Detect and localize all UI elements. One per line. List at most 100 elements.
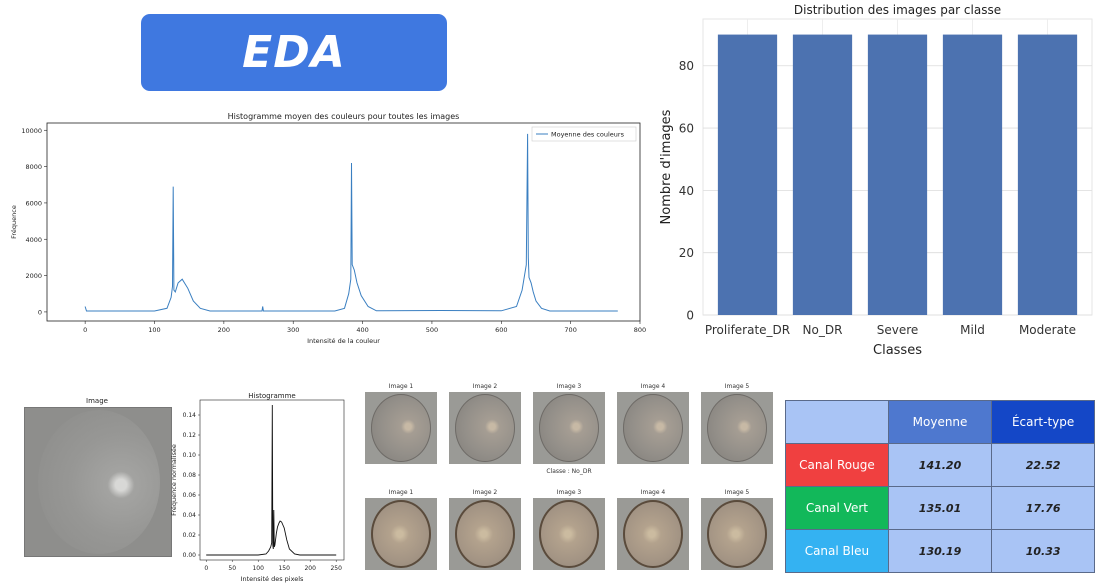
y-tick-label: 2000 <box>25 272 42 280</box>
sample-caption: Image 2 <box>472 489 498 496</box>
pixel-intensity-histogram: Histogramme 0 50 100 150 200 250 0.00 0.02 0.04 0.… <box>170 392 345 583</box>
x-tick-label: 200 <box>218 326 230 334</box>
sample-caption: Image 2 <box>472 383 498 390</box>
retina-disc <box>539 500 599 568</box>
eda-banner: EDA <box>141 14 447 91</box>
x-axis-label: Classes <box>873 343 922 358</box>
header-empty <box>785 400 889 444</box>
x-tick-label: 300 <box>287 326 299 334</box>
y-tick-label: 0 <box>38 308 42 316</box>
sample-thumbnail <box>617 498 689 570</box>
bar-mild <box>942 34 1003 315</box>
retina-disc <box>455 394 515 462</box>
x-tick-label: No_DR <box>803 323 843 337</box>
mean-green: 135.01 <box>887 486 993 530</box>
x-tick-label: 50 <box>228 565 236 572</box>
x-tick-label: 400 <box>356 326 368 334</box>
x-tick-label: 150 <box>278 565 290 572</box>
sample-thumbnail <box>701 392 773 464</box>
x-tick-label: 200 <box>304 565 316 572</box>
sample-thumbnail <box>533 498 605 570</box>
y-tick-label: 0.12 <box>183 432 197 439</box>
y-axis-label: Nombre d'images <box>659 109 674 224</box>
y-tick-label: 0.02 <box>183 532 197 539</box>
retina-disc <box>371 394 431 462</box>
sample-thumbnail <box>617 392 689 464</box>
std-blue: 10.33 <box>991 529 1095 573</box>
x-axis-label: Intensité des pixels <box>241 575 304 583</box>
sample-caption: Image 5 <box>724 489 750 496</box>
x-tick-label: Moderate <box>1019 323 1076 337</box>
legend-box <box>531 126 637 142</box>
sample-thumbnail <box>365 498 437 570</box>
y-tick-label: 60 <box>679 122 694 136</box>
retina-image <box>24 407 172 557</box>
single-image-panel: Image <box>22 395 172 560</box>
bar-severe <box>867 34 928 315</box>
y-tick-label: 4000 <box>25 236 42 244</box>
table-row: Canal Vert 135.01 17.76 <box>785 486 1095 530</box>
sample-thumbnail <box>701 498 773 570</box>
y-tick-label: 0 <box>686 309 694 323</box>
table-row: Canal Rouge 141.20 22.52 <box>785 443 1095 487</box>
mean-red: 141.20 <box>887 443 993 487</box>
y-tick-label: 20 <box>679 246 694 260</box>
retina-disc <box>623 394 683 462</box>
sample-thumbnail <box>449 392 521 464</box>
bar-no-dr <box>792 34 853 315</box>
sample-thumbnail <box>365 392 437 464</box>
x-tick-label: 500 <box>426 326 438 334</box>
x-tick-label: 700 <box>564 326 576 334</box>
table-header-row: Moyenne Écart-type <box>785 400 1095 444</box>
average-color-histogram: Histogramme moyen des couleurs pour tout… <box>10 112 646 345</box>
y-axis-label: Fréquence normalisée <box>170 444 178 516</box>
row-label-green: Canal Vert <box>785 486 889 530</box>
eda-title: EDA <box>242 27 346 78</box>
sample-caption: Image 3 <box>556 383 582 390</box>
plot-frame <box>199 399 345 561</box>
single-image-title: Image <box>86 397 108 405</box>
chart-title: Distribution des images par classe <box>794 3 1001 17</box>
header-std: Écart-type <box>991 400 1095 444</box>
sample-caption: Image 4 <box>640 383 666 390</box>
series-line <box>206 404 337 556</box>
sample-caption: Image 1 <box>388 383 414 390</box>
y-tick-label: 8000 <box>25 163 42 171</box>
retina-disc <box>623 500 683 568</box>
sample-caption: Image 5 <box>724 383 750 390</box>
retina-disc <box>707 500 767 568</box>
x-tick-label: 100 <box>148 326 160 334</box>
y-tick-label: 10000 <box>21 127 42 135</box>
x-tick-label: 800 <box>634 326 646 334</box>
bar-proliferate-dr <box>717 34 778 315</box>
legend-label: Moyenne des couleurs <box>551 131 625 139</box>
y-tick-label: 0.06 <box>183 492 197 499</box>
x-tick-label: Mild <box>960 323 985 337</box>
bar-moderate <box>1017 34 1078 315</box>
channel-stats-table: Moyenne Écart-type Canal Rouge 141.20 22… <box>785 400 1095 573</box>
class-label: Classe : No_DR <box>546 468 592 475</box>
retina-disc <box>455 500 515 568</box>
table-row: Canal Bleu 130.19 10.33 <box>785 529 1095 573</box>
sample-image-grid: Image 1 Image 2 Image 3 Image 4 Image 5 Class… <box>355 380 785 580</box>
y-tick-label: 0.00 <box>183 552 197 559</box>
x-tick-label: 100 <box>252 565 264 572</box>
y-axis-label: Fréquence <box>10 205 18 239</box>
retina-disc <box>38 410 160 554</box>
y-tick-label: 0.08 <box>183 472 197 479</box>
sample-thumbnail <box>533 392 605 464</box>
y-tick-label: 0.10 <box>183 452 197 459</box>
x-axis-label: Intensité de la couleur <box>307 337 380 345</box>
x-tick-label: 600 <box>495 326 507 334</box>
sample-caption: Image 4 <box>640 489 666 496</box>
y-tick-label: 0.14 <box>183 412 197 419</box>
x-tick-label: Severe <box>877 323 919 337</box>
class-distribution-chart: 0 20 40 60 80 Proliferate_DR No_DR Severe Mild Mo… <box>659 3 1093 358</box>
header-mean: Moyenne <box>887 400 993 444</box>
plot-frame <box>46 122 641 322</box>
row-label-red: Canal Rouge <box>785 443 889 487</box>
sample-thumbnail <box>449 498 521 570</box>
x-tick-label: 0 <box>83 326 87 334</box>
retina-disc <box>707 394 767 462</box>
sample-caption: Image 3 <box>556 489 582 496</box>
